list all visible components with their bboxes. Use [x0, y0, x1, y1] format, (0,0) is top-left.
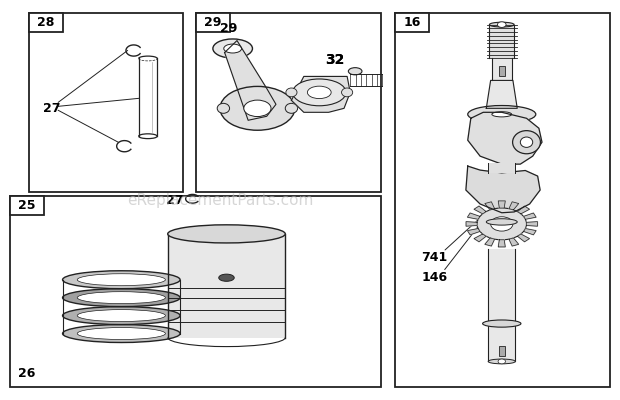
- Polygon shape: [467, 213, 480, 219]
- Text: 741: 741: [422, 251, 448, 264]
- Ellipse shape: [244, 100, 271, 116]
- Text: 16: 16: [404, 16, 421, 29]
- Text: eReplacementParts.com: eReplacementParts.com: [127, 192, 314, 208]
- Polygon shape: [498, 240, 505, 247]
- Bar: [29, 13, 63, 32]
- Text: 26: 26: [18, 367, 35, 380]
- Polygon shape: [509, 238, 519, 246]
- Text: 29: 29: [204, 16, 221, 29]
- Polygon shape: [485, 238, 495, 246]
- Ellipse shape: [308, 86, 331, 98]
- Ellipse shape: [286, 88, 297, 97]
- Ellipse shape: [488, 359, 515, 364]
- Bar: [396, 13, 430, 32]
- Polygon shape: [291, 76, 350, 112]
- Ellipse shape: [63, 271, 180, 289]
- Ellipse shape: [224, 44, 242, 53]
- Circle shape: [497, 22, 506, 28]
- Text: 29: 29: [220, 22, 237, 35]
- Polygon shape: [526, 222, 538, 226]
- Bar: [498, 346, 505, 356]
- Ellipse shape: [486, 219, 517, 225]
- Circle shape: [477, 208, 526, 240]
- Polygon shape: [474, 234, 486, 242]
- Polygon shape: [474, 206, 486, 214]
- Polygon shape: [224, 40, 276, 120]
- Bar: [195, 13, 381, 192]
- Ellipse shape: [293, 79, 346, 106]
- Polygon shape: [466, 222, 477, 226]
- Ellipse shape: [219, 274, 234, 281]
- Bar: [488, 163, 515, 173]
- Ellipse shape: [78, 310, 166, 322]
- Ellipse shape: [342, 88, 353, 97]
- Ellipse shape: [168, 225, 285, 243]
- Bar: [396, 13, 610, 387]
- Polygon shape: [466, 166, 540, 213]
- Ellipse shape: [78, 292, 166, 304]
- Polygon shape: [524, 213, 536, 219]
- Ellipse shape: [78, 328, 166, 340]
- Bar: [488, 249, 515, 362]
- Ellipse shape: [220, 86, 295, 130]
- Polygon shape: [486, 80, 517, 108]
- Ellipse shape: [348, 68, 362, 75]
- Ellipse shape: [482, 320, 521, 327]
- Text: 25: 25: [18, 199, 36, 212]
- Bar: [10, 196, 44, 215]
- Ellipse shape: [63, 289, 180, 307]
- Ellipse shape: [63, 324, 180, 342]
- Bar: [498, 66, 505, 76]
- Text: 146: 146: [422, 271, 448, 284]
- Polygon shape: [524, 228, 536, 235]
- Polygon shape: [518, 234, 529, 242]
- Ellipse shape: [213, 39, 252, 58]
- Polygon shape: [509, 202, 519, 210]
- Circle shape: [490, 217, 513, 231]
- Text: 27: 27: [166, 194, 183, 206]
- Text: 32: 32: [326, 54, 345, 68]
- Polygon shape: [518, 206, 529, 214]
- Bar: [29, 13, 183, 192]
- Bar: [168, 234, 285, 338]
- Bar: [489, 25, 514, 58]
- Ellipse shape: [467, 106, 536, 123]
- Ellipse shape: [513, 131, 541, 154]
- Polygon shape: [467, 228, 480, 235]
- Bar: [492, 58, 512, 80]
- Ellipse shape: [217, 103, 229, 113]
- Text: 28: 28: [37, 16, 54, 29]
- Ellipse shape: [492, 112, 512, 117]
- Text: 27: 27: [43, 102, 60, 115]
- Polygon shape: [485, 202, 495, 210]
- Text: 32: 32: [326, 54, 345, 68]
- Ellipse shape: [520, 137, 533, 147]
- Polygon shape: [498, 201, 505, 208]
- Ellipse shape: [285, 103, 298, 113]
- Ellipse shape: [63, 307, 180, 324]
- Bar: [10, 196, 381, 387]
- Bar: [195, 13, 229, 32]
- Polygon shape: [467, 112, 542, 164]
- Ellipse shape: [78, 274, 166, 286]
- Ellipse shape: [489, 22, 514, 27]
- Circle shape: [498, 359, 505, 364]
